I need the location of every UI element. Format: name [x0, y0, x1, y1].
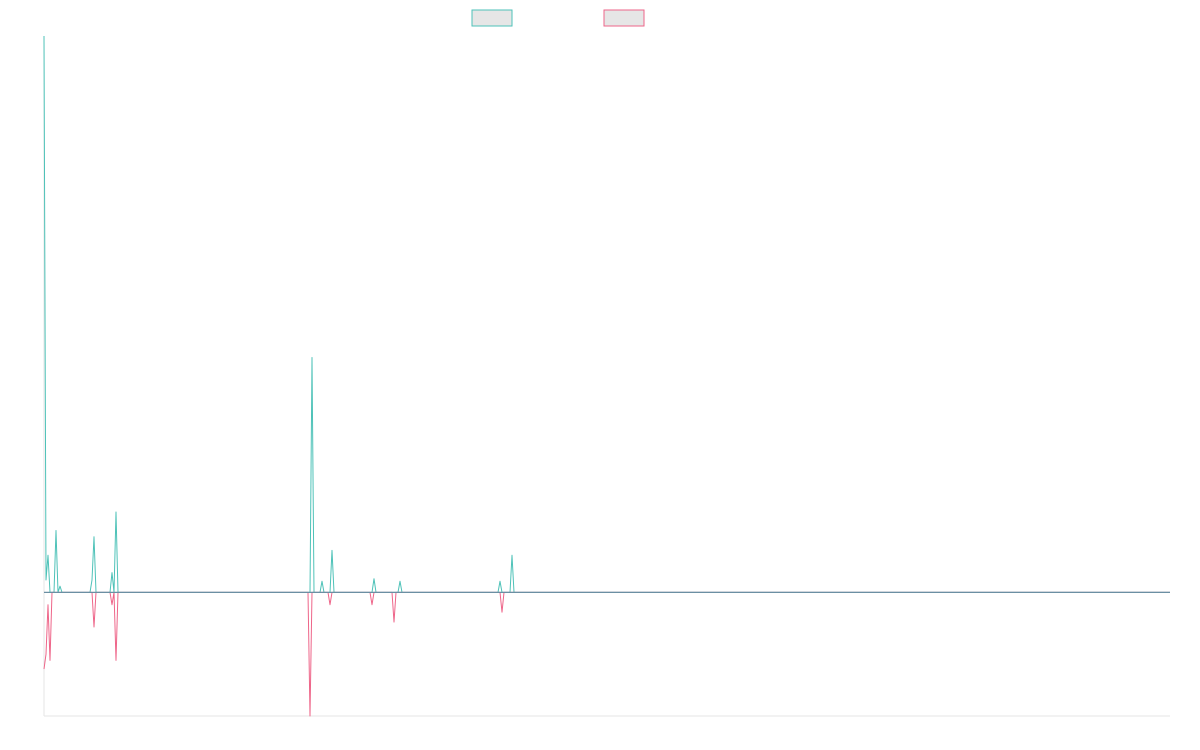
legend-item-1 — [471, 9, 513, 27]
series-line-2 — [43, 591, 1170, 717]
legend-swatch-2 — [603, 9, 645, 27]
legend-item-2 — [603, 9, 645, 27]
series-line-1 — [43, 35, 1170, 593]
legend-swatch-1 — [471, 9, 513, 27]
